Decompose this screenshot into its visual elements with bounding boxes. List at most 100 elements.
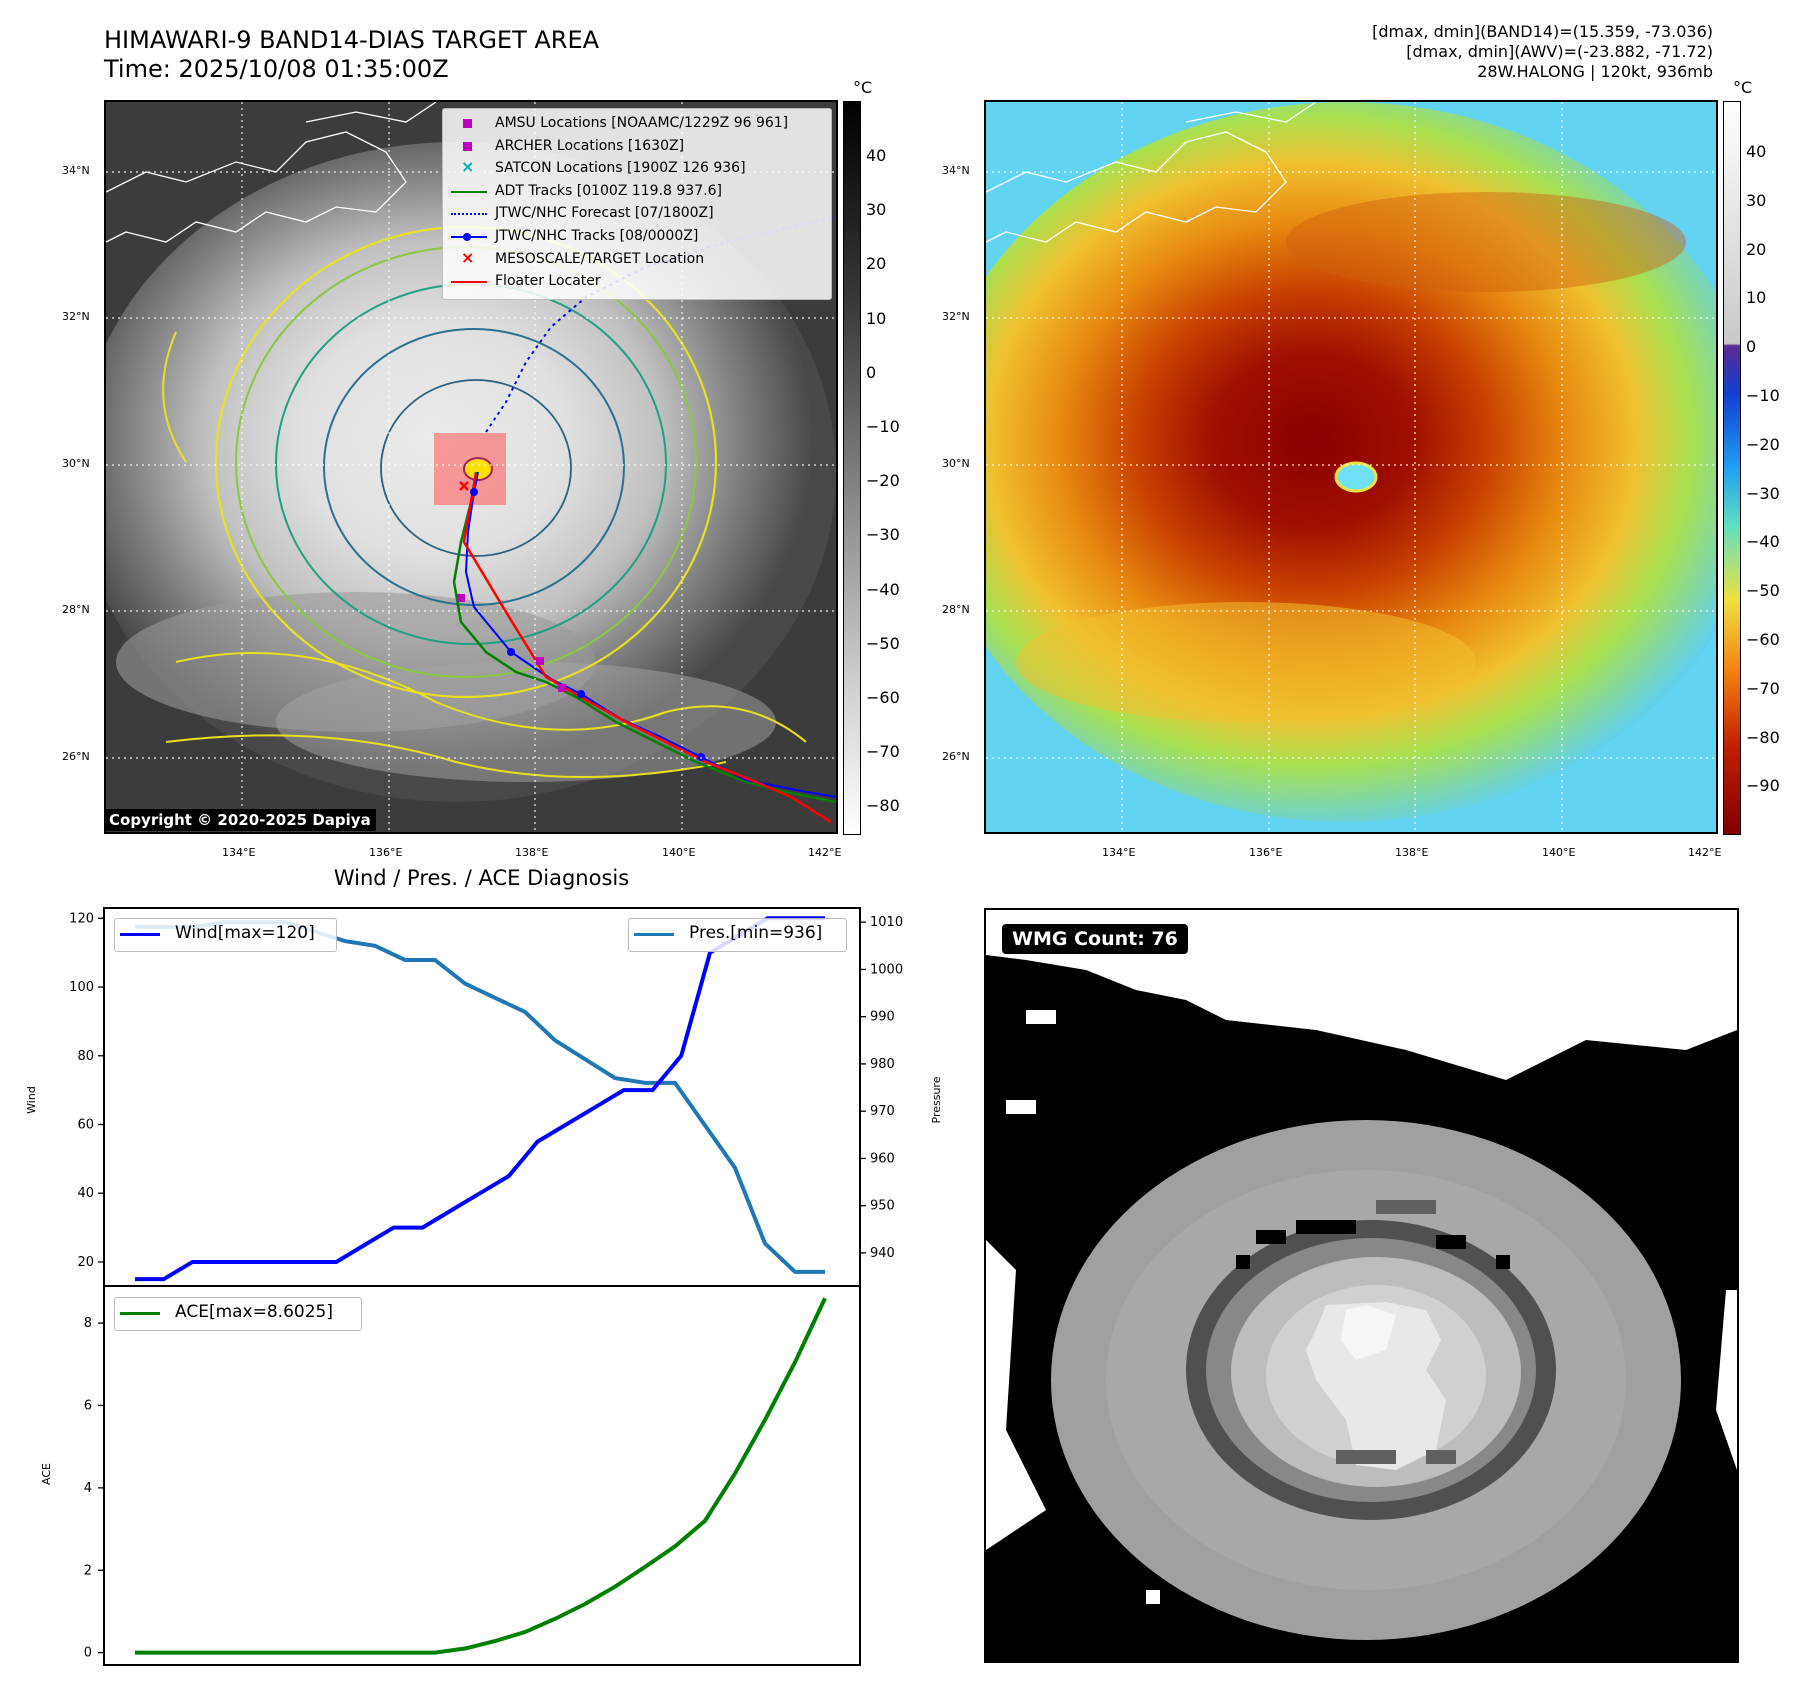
pressure-axis-label: Pressure — [930, 1076, 943, 1123]
left-colorbar-tick: −50 — [866, 633, 900, 653]
diag-storm: 28W.HALONG | 120kt, 936mb — [1477, 62, 1713, 81]
right-colorbar-tick: −90 — [1746, 776, 1780, 796]
left-lon-136: 136°E — [369, 846, 403, 859]
title-line-2: Time: 2025/10/08 01:35:00Z — [104, 55, 449, 83]
wind-ytick-label: 40 — [77, 1186, 94, 1201]
pressure-ytick-label: 960 — [870, 1151, 895, 1166]
left-lat-30: 30°N — [62, 457, 90, 470]
left-lon-142: 142°E — [808, 846, 842, 859]
left-colorbar-tick: 0 — [866, 362, 877, 382]
left-lon-134: 134°E — [222, 846, 256, 859]
right-lat-32: 32°N — [942, 310, 970, 323]
left-colorbar-tick: −10 — [866, 417, 900, 436]
legend-label: AMSU Locations [NOAAMC/1229Z 96 961] — [495, 115, 789, 131]
right-lon-136: 136°E — [1249, 846, 1283, 859]
right-colorbar-tick: −60 — [1746, 630, 1780, 649]
pressure-ytick-label: 970 — [870, 1104, 895, 1119]
legend-marker — [451, 281, 487, 284]
track-legend: AMSU Locations [NOAAMC/1229Z 96 961] ARCH… — [442, 108, 832, 300]
legend-entry: × SATCON Locations [1900Z 126 936] — [449, 157, 829, 179]
right-colorbar-tick: 20 — [1746, 239, 1767, 259]
right-lat-26: 26°N — [942, 750, 970, 763]
legend-entry: AMSU Locations [NOAAMC/1229Z 96 961] — [449, 114, 829, 134]
ace-ytick-label: 4 — [84, 1481, 92, 1496]
left-lat-34: 34°N — [62, 164, 90, 177]
pressure-ytick-label: 980 — [870, 1057, 895, 1072]
ace-ytick-label: 2 — [84, 1563, 92, 1578]
right-lon-138: 138°E — [1395, 846, 1429, 859]
right-lon-140: 140°E — [1542, 846, 1576, 859]
ace-plot-frame — [103, 1285, 861, 1666]
right-colorbar-tick: −10 — [1746, 386, 1780, 405]
legend-entry: JTWC/NHC Forecast [07/1800Z] — [449, 204, 829, 224]
ace-ytick-label: 8 — [84, 1316, 92, 1331]
legend-entry: ARCHER Locations [1630Z] — [449, 137, 829, 157]
right-colorbar-tick: 40 — [1746, 142, 1767, 161]
legend-label: JTWC/NHC Forecast [07/1800Z] — [495, 205, 714, 222]
left-colorbar-tick: −40 — [866, 579, 900, 599]
right-colorbar-unit: °C — [1733, 78, 1753, 97]
right-colorbar-tick: −50 — [1746, 581, 1780, 601]
left-colorbar-tick: 40 — [866, 146, 887, 165]
figure-title: HIMAWARI-9 BAND14-DIAS TARGET AREA Time: … — [104, 26, 599, 84]
right-colorbar-tick: −40 — [1746, 532, 1780, 552]
pressure-ytick-label: 1000 — [870, 962, 903, 977]
title-line-1: HIMAWARI-9 BAND14-DIAS TARGET AREA — [104, 26, 600, 54]
right-colorbar-tick: 0 — [1746, 337, 1757, 357]
ace-legend-swatch — [120, 1312, 160, 1315]
ir-enhanced-svg — [986, 102, 1716, 832]
wind-ytick-label: 20 — [77, 1255, 94, 1270]
left-lat-26: 26°N — [62, 750, 90, 763]
right-lat-28: 28°N — [942, 603, 970, 616]
legend-entry: × MESOSCALE/TARGET Location — [449, 247, 829, 270]
legend-label: ADT Tracks [0100Z 119.8 937.6] — [495, 182, 722, 199]
legend-entry: Floater Locater — [449, 272, 829, 292]
pressure-legend: Pres.[min=936] — [628, 918, 847, 952]
wind-plot-frame — [103, 907, 861, 1287]
left-colorbar-tick: −60 — [866, 688, 900, 707]
ace-axis-label: ACE — [40, 1463, 53, 1485]
legend-marker — [451, 190, 487, 193]
wind-ytick-label: 60 — [77, 1117, 94, 1132]
left-lat-32: 32°N — [62, 310, 90, 323]
legend-marker — [463, 119, 472, 128]
legend-entry: ADT Tracks [0100Z 119.8 937.6] — [449, 182, 829, 202]
wind-ytick-label: 100 — [69, 980, 94, 995]
wind-legend: Wind[max=120] — [114, 918, 337, 952]
pressure-ytick-label: 990 — [870, 1010, 895, 1025]
legend-label: MESOSCALE/TARGET Location — [495, 250, 705, 267]
diag-band14: [dmax, dmin](BAND14)=(15.359, -73.036) — [1372, 22, 1713, 41]
ir-enhanced-map — [984, 100, 1718, 834]
left-colorbar-tick: −70 — [866, 742, 900, 762]
ace-chart: ACE 0 2 4 6 8 — [40, 1285, 861, 1666]
left-lon-138: 138°E — [515, 846, 549, 859]
ace-ytick-label: 0 — [84, 1646, 92, 1661]
ace-legend-label: ACE[max=8.6025] — [175, 1302, 333, 1322]
wmg-svg — [986, 910, 1737, 1661]
wind-legend-label: Wind[max=120] — [175, 923, 315, 943]
left-colorbar-tick: 30 — [866, 200, 887, 220]
right-lat-30: 30°N — [942, 457, 970, 470]
right-colorbar-tick: −80 — [1746, 727, 1780, 747]
left-colorbar — [843, 101, 861, 835]
legend-label: JTWC/NHC Tracks [08/0000Z] — [495, 228, 699, 244]
left-colorbar-unit: °C — [853, 78, 873, 97]
legend-label: ARCHER Locations [1630Z] — [495, 137, 685, 154]
right-colorbar-tick: −30 — [1746, 483, 1780, 503]
right-lat-34: 34°N — [942, 164, 970, 177]
pressure-legend-label: Pres.[min=936] — [689, 923, 823, 943]
right-lon-142: 142°E — [1688, 846, 1722, 859]
left-colorbar-tick: 10 — [866, 308, 887, 328]
right-colorbar — [1723, 101, 1741, 835]
left-lon-140: 140°E — [662, 846, 696, 859]
legend-marker: × — [461, 247, 475, 267]
wind-series-line — [135, 916, 825, 1282]
diagnostic-text: [dmax, dmin](BAND14)=(15.359, -73.036) [… — [1372, 22, 1713, 82]
ace-ytick-label: 6 — [84, 1398, 92, 1413]
wind-axis-label: Wind — [25, 1086, 38, 1114]
pressure-ytick-label: 950 — [870, 1199, 895, 1214]
legend-marker-dot — [463, 233, 471, 241]
legend-label: SATCON Locations [1900Z 126 936] — [495, 160, 746, 177]
left-colorbar-tick: 20 — [866, 254, 887, 274]
copyright-label: Copyright © 2020-2025 Dapiya — [104, 809, 376, 831]
